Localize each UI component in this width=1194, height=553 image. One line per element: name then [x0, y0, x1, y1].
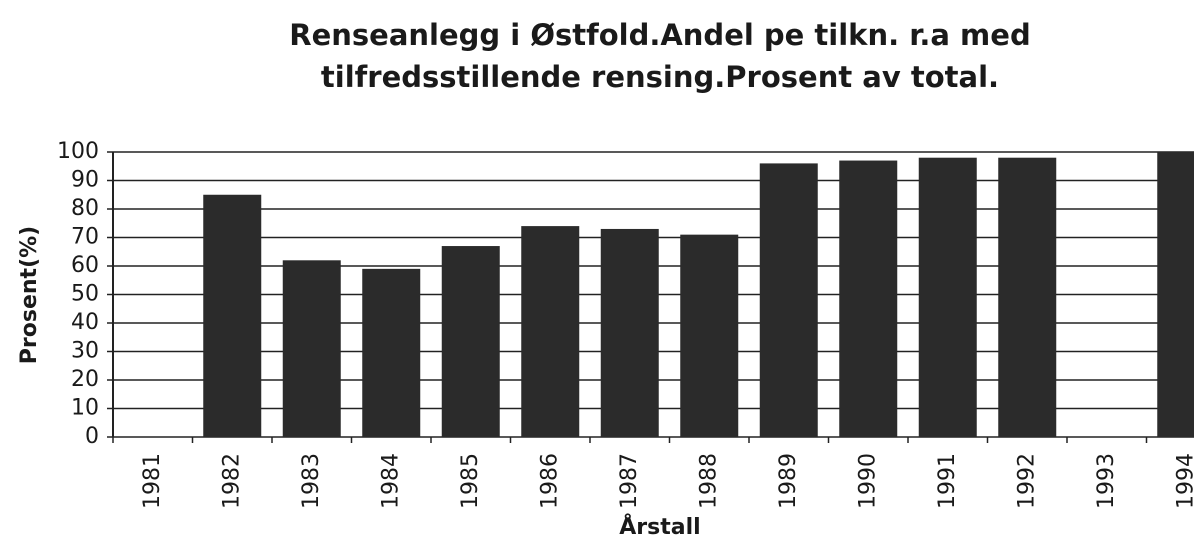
x-tick-label: 1981 [140, 453, 165, 509]
bar [998, 157, 1057, 437]
x-tick-label: 1982 [219, 453, 244, 509]
x-tick-label: 1988 [696, 453, 721, 509]
bar [1157, 152, 1194, 437]
bar [521, 226, 580, 437]
bar [600, 228, 659, 437]
x-axis-label: Årstall [619, 514, 700, 540]
y-tick-label: 70 [71, 225, 99, 250]
bar [282, 260, 341, 437]
bar [680, 234, 739, 437]
y-tick-label: 100 [57, 139, 99, 164]
y-tick-label: 10 [71, 396, 99, 421]
x-tick-label: 1983 [299, 453, 324, 509]
y-tick-label: 20 [71, 367, 99, 392]
x-tick-label: 1989 [776, 453, 801, 509]
x-tick-label: 1991 [935, 453, 960, 509]
chart-title: Renseanlegg i Østfold.Andel pe tilkn. r.… [289, 18, 1031, 94]
x-tick-label: 1990 [855, 453, 880, 509]
y-tick-label: 60 [71, 253, 99, 278]
bar [918, 157, 977, 437]
x-tick-label: 1987 [617, 453, 642, 509]
bar [203, 194, 262, 437]
x-tick-label: 1993 [1094, 453, 1119, 509]
x-tick-label: 1986 [537, 453, 562, 509]
bar [362, 268, 421, 437]
x-tick-label: 1992 [1014, 453, 1039, 509]
x-tick-label: 1984 [378, 453, 403, 509]
y-axis-label: Prosent(%) [17, 226, 42, 364]
y-tick-label: 80 [71, 196, 99, 221]
bar [759, 163, 818, 437]
bar [441, 246, 500, 437]
y-tick-label: 40 [71, 310, 99, 335]
x-tick-label: 1994 [1173, 453, 1194, 509]
bar [839, 160, 898, 438]
y-tick-label: 30 [71, 339, 99, 364]
y-tick-label: 50 [71, 282, 99, 307]
x-tick-label: 1985 [458, 453, 483, 509]
y-tick-label: 90 [71, 168, 99, 193]
y-tick-label: 0 [85, 424, 99, 449]
